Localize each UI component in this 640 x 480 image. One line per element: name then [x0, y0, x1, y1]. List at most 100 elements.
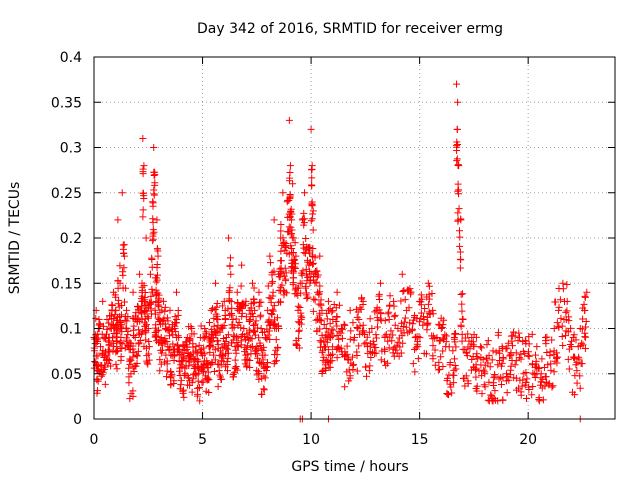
data-point	[415, 318, 423, 326]
data-point	[420, 313, 427, 321]
data-point	[313, 267, 321, 275]
data-point	[347, 327, 355, 335]
data-point	[373, 334, 381, 342]
data-point	[508, 342, 516, 350]
data-point	[335, 301, 343, 309]
data-point	[118, 344, 126, 352]
data-point	[164, 317, 172, 325]
data-point	[125, 379, 133, 387]
data-point	[135, 326, 143, 334]
data-point	[307, 166, 315, 174]
data-point	[148, 254, 156, 262]
data-point	[343, 368, 351, 376]
data-point	[319, 347, 327, 355]
data-point	[255, 368, 263, 376]
data-point	[105, 333, 113, 341]
data-point	[145, 337, 153, 345]
data-point	[457, 215, 465, 223]
data-point	[139, 206, 147, 214]
data-point	[528, 330, 536, 338]
data-point	[323, 315, 331, 323]
data-point	[271, 357, 279, 365]
data-point	[561, 298, 569, 306]
data-point	[265, 327, 273, 335]
data-point	[434, 366, 442, 374]
data-point	[301, 189, 309, 197]
data-point	[557, 314, 565, 322]
data-point	[316, 325, 324, 333]
data-point	[548, 383, 556, 391]
data-point	[563, 280, 571, 288]
data-point	[138, 315, 146, 323]
data-point	[349, 361, 357, 369]
data-point	[298, 271, 306, 279]
data-point	[211, 356, 219, 364]
data-point	[405, 286, 413, 294]
data-point	[230, 331, 238, 339]
data-point	[246, 364, 254, 372]
data-point	[282, 277, 290, 285]
data-point	[112, 360, 120, 368]
data-point	[515, 334, 523, 342]
data-point	[528, 391, 536, 399]
data-point	[357, 305, 365, 313]
data-point	[177, 381, 185, 389]
data-point	[123, 338, 131, 346]
data-point	[151, 181, 159, 189]
data-point	[154, 301, 162, 309]
data-point	[173, 319, 181, 327]
data-point	[218, 302, 226, 310]
data-point	[381, 332, 389, 340]
data-point	[246, 317, 254, 325]
data-point	[386, 333, 394, 341]
data-point	[324, 297, 332, 305]
data-point	[453, 80, 461, 88]
data-point	[267, 259, 275, 267]
data-point	[189, 340, 197, 348]
data-point	[298, 279, 306, 287]
data-point	[549, 382, 557, 390]
data-point	[92, 314, 100, 322]
data-point	[308, 182, 316, 190]
data-point	[180, 386, 188, 394]
data-point	[332, 318, 340, 326]
data-point	[356, 322, 364, 330]
data-point	[172, 288, 180, 296]
data-point	[120, 249, 128, 257]
data-point	[455, 186, 463, 194]
data-point	[489, 347, 497, 355]
data-point	[431, 346, 439, 354]
data-point	[322, 325, 330, 332]
data-point	[306, 243, 314, 251]
data-point	[543, 333, 551, 341]
data-point	[421, 304, 429, 312]
data-point	[117, 311, 125, 319]
data-point	[485, 378, 493, 386]
data-point	[512, 349, 520, 357]
data-point	[458, 307, 466, 315]
data-point	[146, 299, 154, 307]
data-point	[171, 322, 179, 330]
data-point	[206, 319, 214, 327]
data-point	[322, 365, 330, 373]
data-point	[329, 307, 337, 315]
data-point	[233, 342, 241, 350]
data-point	[525, 340, 533, 348]
data-point	[241, 335, 249, 343]
data-point	[100, 322, 108, 330]
data-point	[556, 296, 564, 304]
data-point	[312, 278, 320, 286]
data-point	[229, 370, 237, 378]
data-point	[116, 339, 124, 347]
data-point	[472, 333, 480, 341]
data-point	[362, 372, 370, 380]
data-point	[311, 254, 319, 262]
data-point	[350, 336, 358, 344]
data-point	[571, 391, 579, 399]
data-point	[292, 260, 300, 268]
data-point	[245, 336, 253, 344]
data-point	[499, 396, 507, 404]
data-point	[450, 330, 458, 338]
data-points	[90, 80, 591, 423]
data-point	[196, 397, 204, 405]
